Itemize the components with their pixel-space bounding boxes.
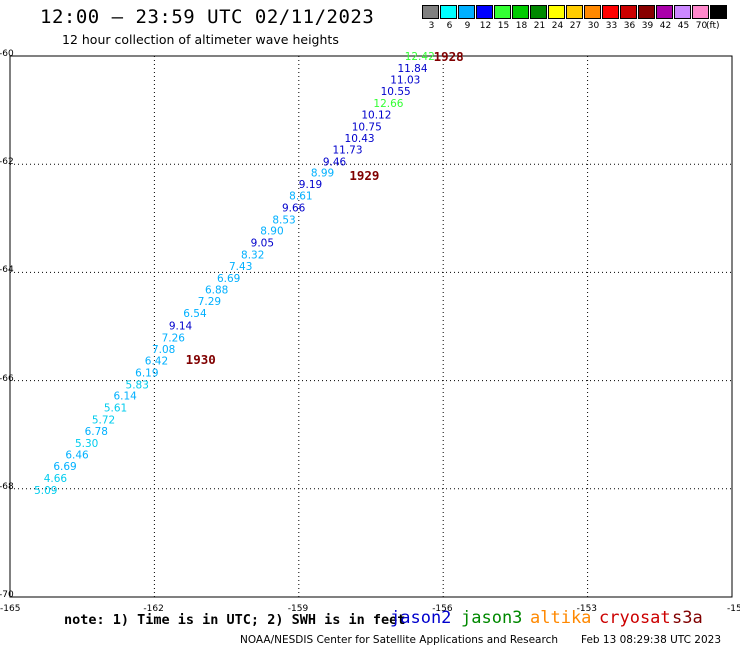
swh-point-label: 8.53: [272, 214, 295, 226]
swh-point-label: 11.03: [390, 74, 420, 86]
color-scale-label: 36: [623, 21, 636, 31]
color-scale-label: 9: [464, 21, 471, 31]
color-scale-swatch: [710, 5, 727, 19]
swh-point-label: 9.14: [169, 320, 193, 332]
swh-point-label: 6.42: [145, 356, 168, 368]
color-scale-label: 15: [497, 21, 510, 31]
color-scale-label: 45: [677, 21, 690, 31]
color-scale-swatch: [674, 5, 691, 19]
swh-point-label: 6.69: [217, 273, 240, 285]
x-tick-label: -165: [0, 604, 21, 614]
color-scale-swatch: [476, 5, 493, 19]
color-scale-label: 39: [641, 21, 654, 31]
chart-title: 12:00 – 23:59 UTC 02/11/2023: [40, 6, 375, 28]
mission-label: s3a: [672, 608, 703, 628]
time-annotation: 1930: [186, 352, 216, 367]
swh-point-label: 6.54: [183, 308, 207, 320]
color-scale-swatch: [458, 5, 475, 19]
generation-timestamp: Feb 13 08:29:38 UTC 2023: [581, 634, 721, 646]
color-scale-swatch: [638, 5, 655, 19]
swh-point-label: 7.43: [229, 261, 252, 273]
color-scale-swatch: [602, 5, 619, 19]
color-scale-label: 3: [428, 21, 435, 31]
color-scale-swatch: [422, 5, 439, 19]
color-scale-swatch: [440, 5, 457, 19]
color-scale-unit: (ft): [706, 21, 720, 31]
y-tick-label: -70: [0, 590, 14, 600]
mission-label: cryosat: [599, 608, 671, 628]
x-tick-label: -156: [432, 604, 453, 614]
color-scale-swatch: [692, 5, 709, 19]
swh-point-label: 4.66: [44, 473, 68, 485]
color-scale-swatch: [494, 5, 511, 19]
swh-point-label: 11.84: [397, 63, 427, 75]
swh-point-label: 6.19: [135, 367, 158, 379]
swh-point-label: 9.05: [251, 238, 274, 250]
swh-point-label: 8.90: [260, 226, 283, 238]
plot-frame: [9, 55, 733, 598]
swh-point-label: 11.73: [332, 145, 362, 157]
mission-label: jason3: [461, 608, 523, 628]
swh-point-label: 10.43: [345, 133, 375, 145]
color-scale-label: 24: [551, 21, 564, 31]
swh-point-label: 7.08: [152, 344, 175, 356]
swh-point-label: 6.78: [85, 426, 108, 438]
color-scale-label: 18: [515, 21, 528, 31]
color-scale-swatch: [530, 5, 547, 19]
time-annotation: 1929: [349, 168, 379, 183]
x-tick-label: -159: [287, 604, 309, 614]
chart-subtitle: 12 hour collection of altimeter wave hei…: [62, 32, 339, 47]
swh-point-label: 7.29: [198, 296, 221, 308]
swh-point-label: 5.83: [126, 379, 149, 391]
footer-note: note: 1) Time is in UTC; 2) SWH is in fe…: [64, 612, 406, 628]
swh-point-label: 12.66: [373, 98, 403, 110]
color-scale-swatch: [584, 5, 601, 19]
x-tick-label: -153: [576, 604, 598, 614]
swh-point-label: 10.12: [361, 109, 391, 121]
swh-point-label: 12.42: [405, 51, 435, 63]
swh-point-label: 5.09: [34, 485, 57, 497]
swh-point-label: 8.61: [289, 191, 312, 203]
color-scale-swatch: [566, 5, 583, 19]
color-scale-swatch: [620, 5, 637, 19]
color-scale-label: 70: [695, 21, 708, 31]
swh-point-label: 9.19: [299, 179, 322, 191]
color-scale-swatch: [548, 5, 565, 19]
color-scale-swatch: [512, 5, 529, 19]
swh-point-label: 10.55: [381, 86, 411, 98]
swh-point-label: 8.99: [311, 167, 334, 179]
swh-point-label: 6.46: [65, 450, 89, 462]
color-scale-label: 30: [587, 21, 600, 31]
y-tick-label: -68: [0, 481, 14, 492]
y-tick-label: -64: [0, 265, 14, 276]
color-scale-label: 21: [533, 21, 546, 31]
swh-point-label: 6.69: [53, 461, 76, 473]
color-scale-swatch: [656, 5, 673, 19]
swh-point-label: 5.30: [75, 438, 98, 450]
x-tick-label: -15: [727, 604, 740, 614]
mission-label: altika: [530, 608, 592, 628]
swh-point-label: 5.61: [104, 403, 127, 415]
color-scale-label: 12: [479, 21, 492, 31]
swh-point-label: 8.32: [241, 250, 264, 262]
swh-point-label: 9.46: [323, 156, 347, 168]
swh-point-label: 6.88: [205, 285, 228, 297]
color-scale-label: 27: [569, 21, 582, 31]
y-tick-label: -62: [0, 157, 14, 168]
color-scale-label: 42: [659, 21, 672, 31]
swh-point-label: 5.72: [92, 415, 115, 427]
swh-point-label: 6.14: [113, 391, 137, 403]
y-tick-label: -60: [0, 49, 14, 59]
color-scale-label: 6: [446, 21, 453, 31]
credit-text: NOAA/NESDIS Center for Satellite Applica…: [240, 634, 558, 646]
swh-point-label: 9.66: [282, 202, 306, 214]
color-scale-label: 33: [605, 21, 618, 31]
time-annotation: 1928: [434, 49, 464, 64]
swh-point-label: 10.75: [352, 121, 382, 133]
y-tick-label: -66: [0, 373, 14, 384]
swh-point-label: 7.26: [162, 332, 186, 344]
x-tick-label: -162: [143, 604, 164, 614]
mission-label: jason2: [390, 608, 452, 628]
